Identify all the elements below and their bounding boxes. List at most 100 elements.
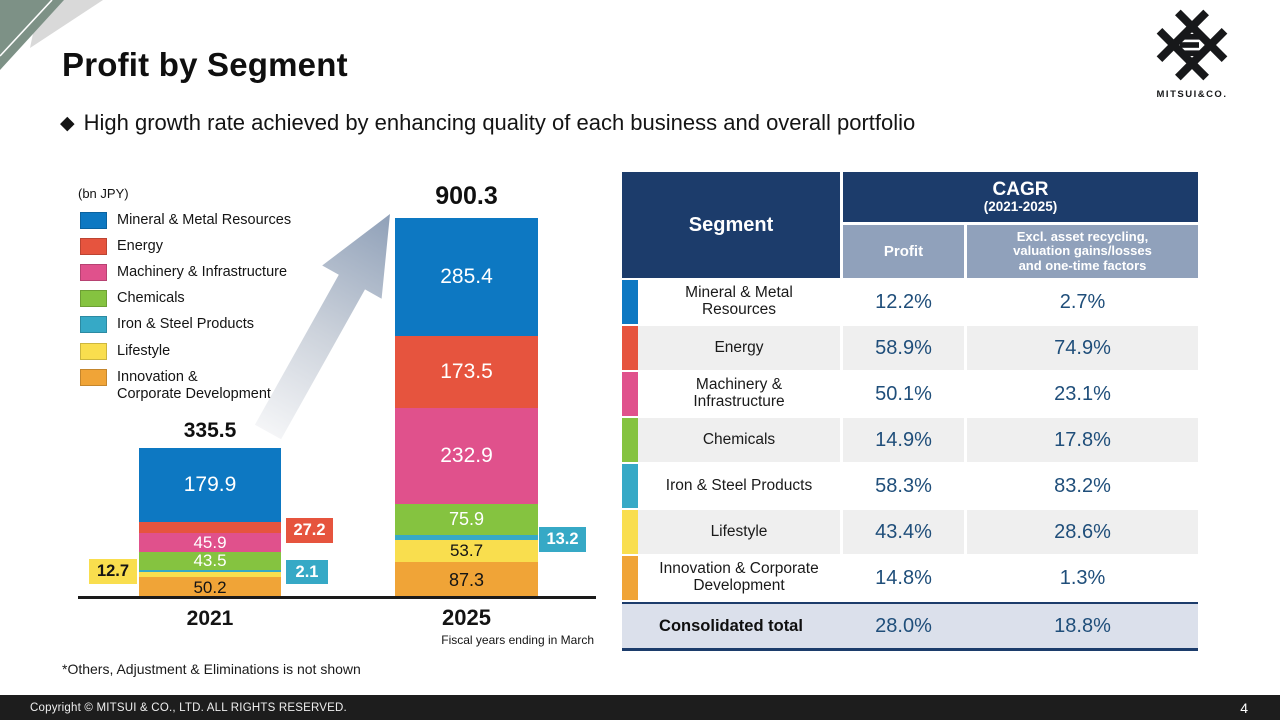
excl-value-cell: 74.9%: [967, 326, 1198, 370]
legend-label: Innovation & Corporate Development: [117, 368, 271, 402]
header-segment-cell: Segment: [622, 172, 840, 278]
legend-label: Mineral & Metal Resources: [117, 212, 292, 228]
bar-segment: 232.9: [395, 408, 538, 504]
chart-footnote: *Others, Adjustment & Eliminations is no…: [62, 661, 361, 677]
segment-value-label: 43.5: [193, 551, 227, 570]
footer-bar: Copyright © MITSUI & CO., LTD. ALL RIGHT…: [0, 695, 1280, 720]
header-cagr-cell: CAGR (2021-2025): [843, 172, 1198, 222]
legend-item: Energy: [80, 238, 317, 256]
segment-name-cell: Lifestyle: [638, 510, 840, 554]
segment-color-chip: [622, 372, 638, 416]
callout-lifestyle-2021: 12.7: [89, 559, 137, 584]
legend-swatch: [80, 290, 107, 308]
bar-total-2025: 900.3: [435, 182, 498, 210]
copyright-text: Copyright © MITSUI & CO., LTD. ALL RIGHT…: [30, 701, 347, 714]
table-row: Lifestyle 43.4% 28.6%: [622, 510, 1198, 554]
category-label-2021: 2021: [186, 607, 234, 630]
excl-value-cell: 17.8%: [967, 418, 1198, 462]
segment-value-label: 75.9: [448, 509, 485, 529]
legend-item: Innovation & Corporate Development: [80, 368, 317, 403]
legend-item: Chemicals: [80, 290, 317, 308]
segment-value-label: 45.9: [193, 532, 227, 552]
bar-segment: 53.7: [395, 540, 538, 562]
total-profit-value: 28.0%: [875, 614, 932, 637]
subtitle-text: High growth rate achieved by enhancing q…: [83, 110, 916, 135]
callout-energy-2021: 27.2: [286, 518, 333, 543]
segment-name-cell: Innovation & Corporate Development: [638, 556, 840, 600]
bar-segment: [139, 572, 281, 577]
corner-accent-line: [0, 0, 53, 57]
excl-value-cell: 83.2%: [967, 464, 1198, 508]
legend-label: Lifestyle: [117, 342, 171, 359]
segment-value-label: 50.2: [193, 577, 227, 597]
legend-label: Machinery & Infrastructure: [117, 264, 288, 281]
cagr-table: Segment CAGR (2021-2025) Profit Excl. as…: [622, 172, 1198, 651]
segment-name-cell: Chemicals: [638, 418, 840, 462]
chart-legend: Mineral & Metal Resources Energy Machinery…: [80, 212, 317, 412]
profit-value-cell: 50.1%: [843, 372, 964, 416]
table-row: Energy 58.9% 74.9%: [622, 326, 1198, 370]
legend-swatch: [80, 368, 107, 386]
header-profit-cell: Profit: [843, 225, 964, 278]
excl-value-cell: 28.6%: [967, 510, 1198, 554]
callout-iron-2025: 13.2: [539, 527, 586, 552]
stacked-bar-2025: 285.4 173.5 232.9 75.9 53.7 87.3: [395, 218, 538, 598]
legend-label: Energy: [117, 238, 163, 255]
corner-green-triangle: [0, 0, 64, 70]
profit-value-cell: 12.2%: [843, 280, 964, 324]
legend-swatch: [80, 342, 107, 360]
logo-text: MITSUI&CO.: [1157, 89, 1228, 100]
bar-segment: [139, 570, 281, 572]
category-label-2025: 2025: [442, 605, 491, 630]
excl-value-cell: 2.7%: [967, 280, 1198, 324]
header-excl-cell: Excl. asset recycling, valuation gains/l…: [967, 225, 1198, 278]
bar-segment: [395, 535, 538, 540]
segment-value-label: 232.9: [440, 444, 493, 467]
table-row: Machinery & Infrastructure 50.1% 23.1%: [622, 372, 1198, 416]
growth-arrow: [254, 214, 390, 440]
segment-name-cell: Mineral & Metal Resources: [638, 280, 840, 324]
diamond-bullet-icon: ◆: [60, 112, 75, 134]
stacked-bar-2021: 179.9 45.9 43.5 50.2: [139, 448, 281, 598]
table-body: Mineral & Metal Resources 12.2% 2.7% Energy…: [622, 280, 1198, 600]
bar-segment: 173.5: [395, 336, 538, 408]
bar-segment: 87.3: [395, 562, 538, 598]
bar-segment: 75.9: [395, 504, 538, 535]
profit-value-cell: 14.8%: [843, 556, 964, 600]
bar-segment: 43.5: [139, 551, 281, 570]
legend-item: Iron & Steel Products: [80, 316, 317, 334]
page-title: Profit by Segment: [62, 46, 348, 83]
segment-value-label: 53.7: [449, 541, 484, 560]
table-header: Segment CAGR (2021-2025) Profit Excl. as…: [622, 172, 1198, 278]
bar-segment: 285.4: [395, 218, 538, 336]
mitsui-logo: MITSUI&CO.: [1142, 8, 1242, 108]
segment-value-label: 285.4: [440, 265, 493, 288]
x-axis-line: [78, 596, 596, 599]
subtitle: ◆ High growth rate achieved by enhancing…: [60, 110, 915, 136]
profit-value-cell: 58.3%: [843, 464, 964, 508]
table-row: Mineral & Metal Resources 12.2% 2.7%: [622, 280, 1198, 324]
table-row: Innovation & Corporate Development 14.8% 1…: [622, 556, 1198, 600]
excl-value-cell: 1.3%: [967, 556, 1198, 600]
table-row: Chemicals 14.9% 17.8%: [622, 418, 1198, 462]
legend-swatch: [80, 316, 107, 334]
segment-color-chip: [622, 556, 638, 600]
cagr-title: CAGR: [992, 178, 1049, 200]
segment-color-chip: [622, 280, 638, 324]
excl-value-cell: 23.1%: [967, 372, 1198, 416]
callout-iron-2021: 2.1: [286, 560, 328, 584]
mitsui-igeta-icon: [1156, 9, 1228, 81]
cagr-subtitle: (2021-2025): [983, 198, 1058, 214]
segment-color-chip: [622, 510, 638, 554]
legend-item: Machinery & Infrastructure: [80, 264, 317, 282]
legend-swatch: [80, 212, 107, 229]
profit-value-cell: 14.9%: [843, 418, 964, 462]
segment-value-label: 173.5: [440, 360, 493, 383]
segment-color-chip: [622, 326, 638, 370]
page-number: 4: [1240, 699, 1248, 716]
segment-color-chip: [622, 464, 638, 508]
corner-decoration: [0, 0, 103, 70]
legend-label: Chemicals: [117, 290, 185, 307]
segment-name-cell: Iron & Steel Products: [638, 464, 840, 508]
legend-item: Mineral & Metal Resources: [80, 212, 317, 229]
